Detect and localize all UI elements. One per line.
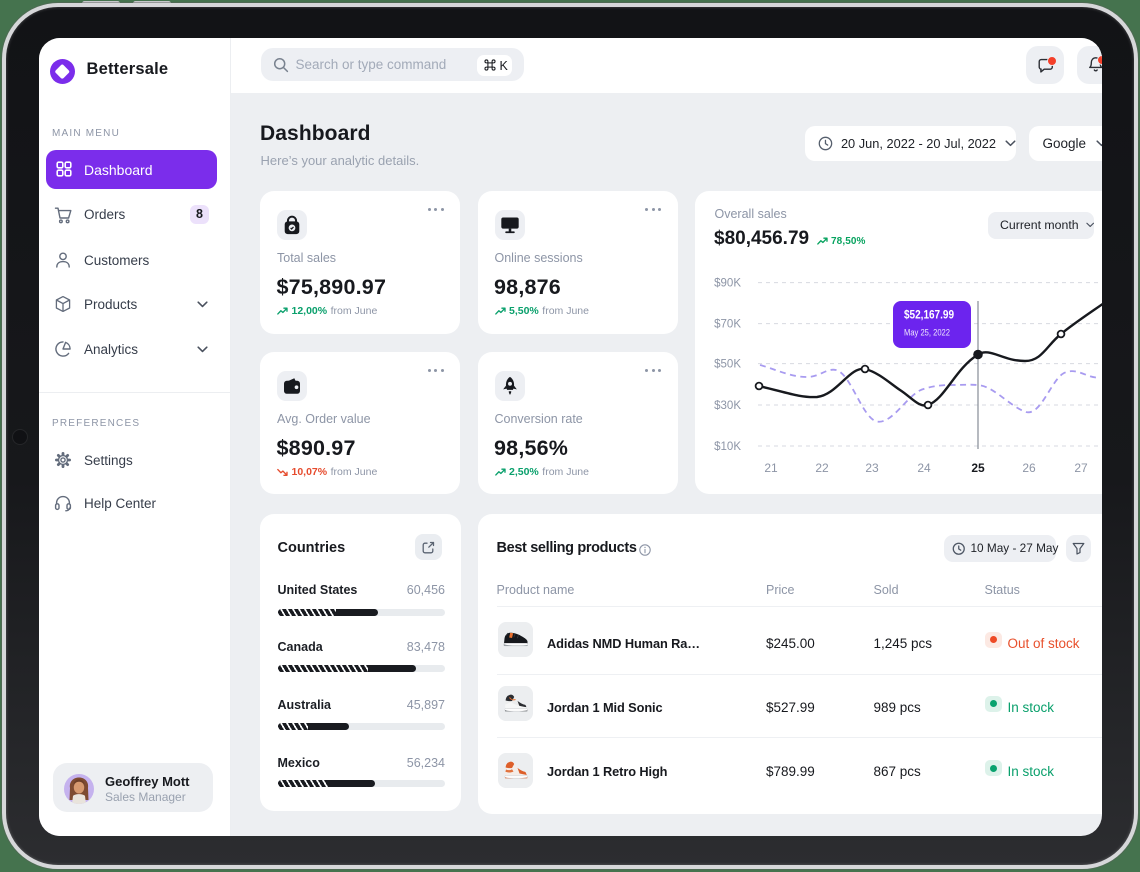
- svg-text:May 25, 2022: May 25, 2022: [904, 328, 950, 338]
- svg-text:21: 21: [764, 461, 778, 475]
- svg-text:$70K: $70K: [714, 319, 741, 331]
- svg-text:$50K: $50K: [714, 359, 741, 371]
- svg-text:22: 22: [815, 461, 829, 475]
- svg-text:25: 25: [971, 461, 985, 475]
- svg-text:24: 24: [917, 461, 931, 475]
- svg-text:$90K: $90K: [714, 278, 741, 290]
- svg-text:23: 23: [865, 461, 879, 475]
- svg-text:$10K: $10K: [714, 441, 741, 453]
- svg-text:26: 26: [1022, 461, 1036, 475]
- svg-text:27: 27: [1074, 461, 1088, 475]
- svg-text:$52,167.99: $52,167.99: [904, 310, 954, 322]
- svg-text:$30K: $30K: [714, 400, 741, 412]
